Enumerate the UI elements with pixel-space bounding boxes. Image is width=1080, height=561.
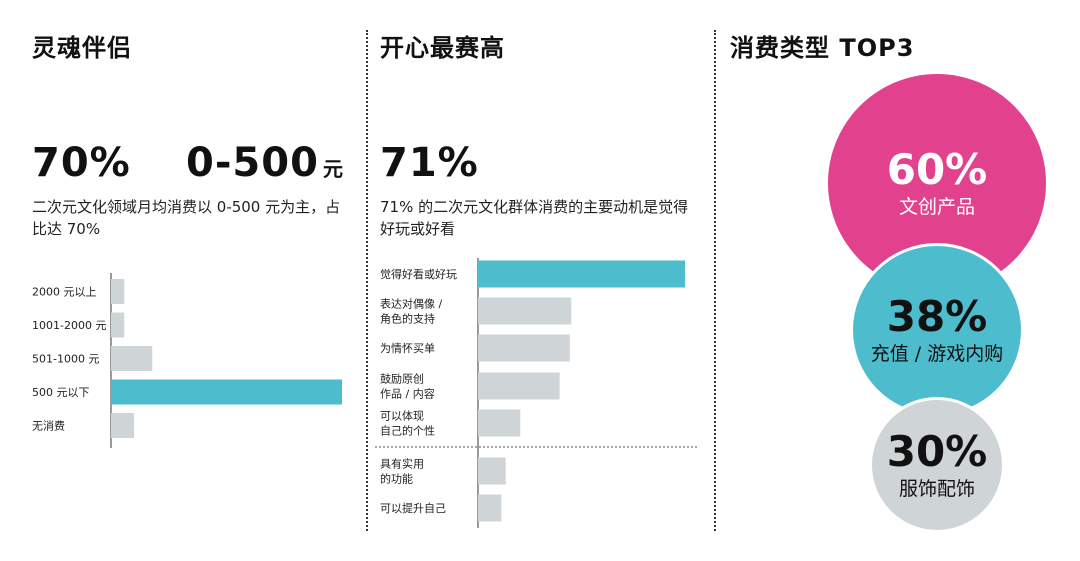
bubble-0: 60% 文创产品	[828, 74, 1046, 292]
bubble-value-1: 38%	[886, 292, 988, 341]
category-label-3: 鼓励原创作品 / 内容	[380, 372, 435, 401]
bubble-1: 38% 充值 / 游戏内购	[853, 246, 1021, 414]
bar-1	[478, 297, 572, 325]
stat-spend-range-unit: 元	[322, 157, 344, 181]
panel-title-soul-companion: 灵魂伴侣	[32, 34, 132, 62]
bubble-label-1: 充值 / 游戏内购	[870, 343, 1004, 365]
stat-71-percent: 71%	[380, 140, 479, 186]
divider-2	[714, 30, 716, 531]
bar-2	[478, 334, 570, 362]
bar-6	[478, 494, 502, 522]
category-label-0: 觉得好看或好玩	[380, 267, 457, 281]
panel-2-description: 71% 的二次元文化群体消费的主要动机是觉得好玩或好看	[380, 198, 689, 238]
category-label-0: 2000 元以上	[32, 286, 97, 299]
bar-2	[111, 346, 153, 371]
bubble-value-0: 60%	[886, 145, 988, 194]
bar-1	[111, 312, 125, 338]
bubble-value-2: 30%	[886, 427, 988, 476]
bar-3	[478, 372, 560, 400]
bar-4	[478, 409, 521, 437]
category-label-6: 可以提升自己	[380, 502, 446, 515]
bar-4	[111, 413, 135, 438]
divider-1	[366, 30, 368, 531]
bar-0	[111, 279, 125, 304]
category-label-1: 1001-2000 元	[32, 319, 106, 332]
category-label-2: 501-1000 元	[32, 353, 99, 366]
bar-0	[478, 260, 685, 288]
panel-title-fun-first: 开心最赛高	[380, 34, 505, 62]
category-label-1: 表达对偶像 /角色的支持	[380, 297, 442, 326]
stat-70-percent: 70%	[32, 140, 131, 186]
category-label-5: 具有实用的功能	[380, 457, 424, 486]
panel-title-top3: 消费类型 TOP3	[730, 34, 915, 62]
bar-3	[111, 379, 342, 405]
category-label-2: 为情怀买单	[380, 342, 435, 355]
category-label-3: 500 元以下	[32, 386, 90, 399]
category-label-4: 可以体现自己的个性	[380, 409, 435, 438]
bar-5	[478, 457, 506, 485]
category-label-4: 无消费	[32, 419, 65, 433]
stat-spend-range-value: 0-500	[186, 140, 319, 186]
bubble-label-2: 服饰配饰	[898, 478, 975, 500]
stat-spend-range: 0-500 元	[186, 140, 344, 186]
panel-1-description: 二次元文化领域月均消费以 0-500 元为主，占比达 70%	[32, 198, 341, 238]
bubble-2: 30% 服饰配饰	[872, 400, 1002, 530]
bubble-label-0: 文创产品	[898, 196, 975, 218]
